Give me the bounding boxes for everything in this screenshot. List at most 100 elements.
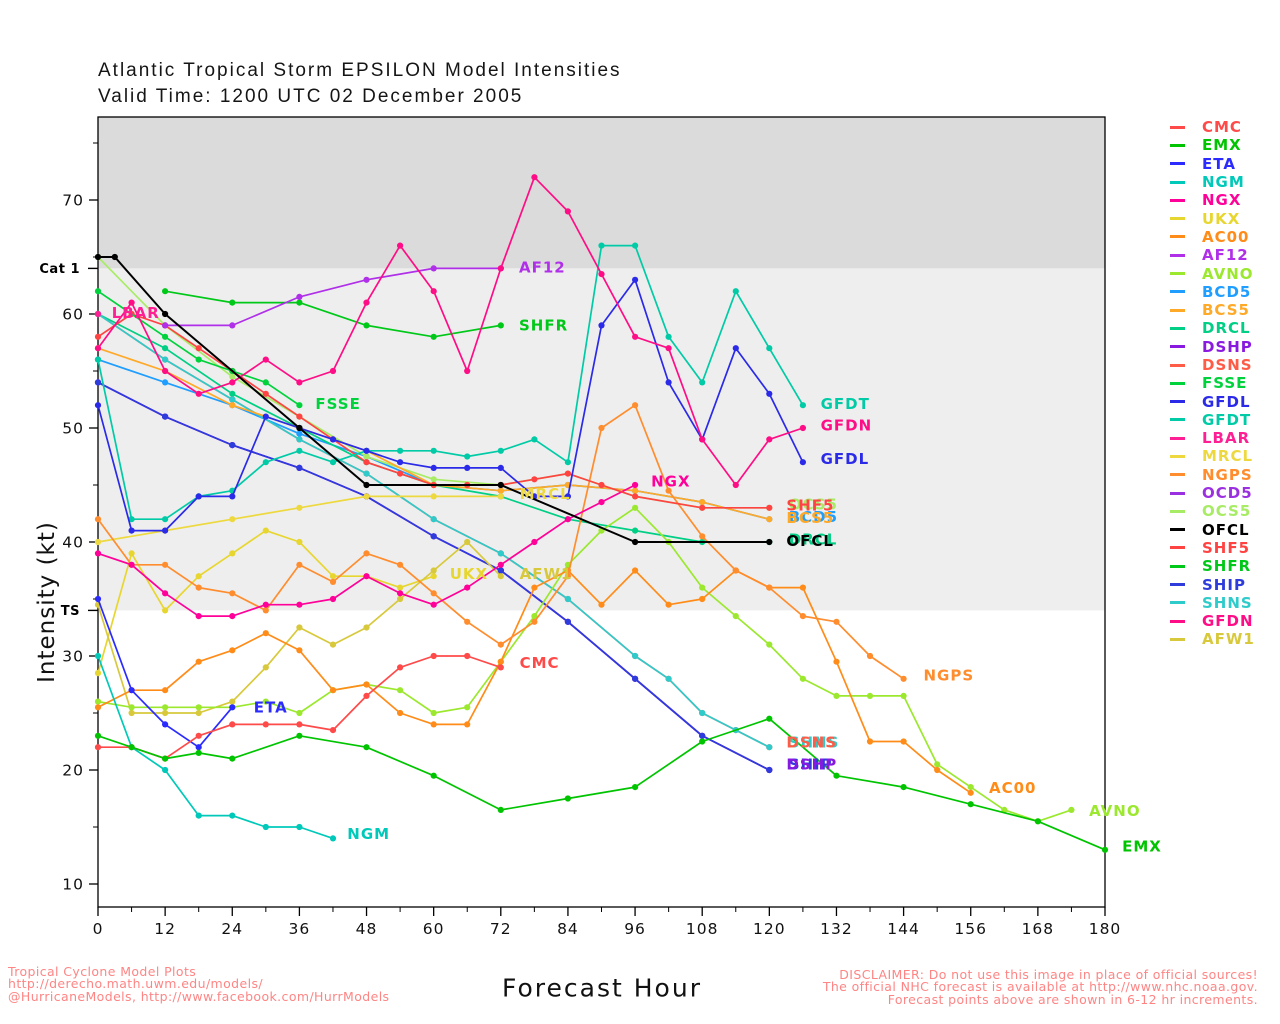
NGPS-point — [430, 590, 437, 597]
legend-label-DRCL: DRCL — [1202, 319, 1251, 338]
NGPS-point — [329, 578, 337, 586]
legend-label-NGM: NGM — [1202, 173, 1245, 192]
credit-line1: Tropical Cyclone Model Plots — [8, 964, 197, 979]
disclaimer-line1: DISCLAIMER: Do not use this image in pla… — [839, 967, 1258, 982]
NGX-point — [262, 601, 269, 608]
GFDN-line — [97, 176, 804, 486]
AVNO-point — [732, 613, 739, 620]
legend-dash-FSSE — [1170, 381, 1185, 385]
AC00-point — [397, 709, 404, 717]
SHNS-point — [363, 470, 370, 477]
EMX-point — [363, 744, 370, 751]
OFCL-label: OFCL — [786, 532, 834, 550]
legend-dash-BCD5 — [1170, 290, 1185, 294]
y-tick-label-10: 10 — [62, 876, 84, 894]
AFW1-point — [162, 709, 169, 717]
GFDL-point — [430, 464, 437, 471]
SHIP-point — [296, 464, 303, 471]
SHFR-point — [162, 288, 169, 295]
BCS5-point — [632, 487, 639, 494]
SHF5-point — [531, 476, 538, 483]
legend-label-MRCL: MRCL — [1202, 447, 1254, 466]
CMC-point — [262, 721, 269, 728]
OFCL-point — [363, 481, 370, 489]
CMC-point — [363, 692, 370, 700]
GFDN-point — [162, 367, 169, 375]
legend-item-FSSE: FSSE — [1170, 374, 1255, 392]
legend-item-SHF5: SHF5 — [1170, 539, 1255, 557]
ETA-point — [128, 687, 135, 694]
GFDN-point — [564, 208, 572, 215]
GFDL-point — [128, 527, 135, 534]
NGPS-point — [900, 675, 907, 682]
NGPS-point — [766, 584, 773, 591]
model-legend: CMC EMX ETA NGM NGX UKX AC00 AF12 AVNO BCD5 BCS5 DR… — [1170, 118, 1255, 649]
legend-label-GFDN: GFDN — [1202, 612, 1254, 631]
NGPS-point — [94, 516, 102, 523]
GFDT-point — [262, 459, 269, 466]
NGX-point — [632, 481, 639, 489]
y-axis-label: Intensity (kt) — [34, 521, 60, 683]
x-tick-label-36: 36 — [289, 920, 311, 938]
AFW1-point — [430, 567, 437, 574]
EMX-point — [296, 732, 303, 739]
OFCL-point — [296, 424, 303, 432]
NGX-point — [564, 516, 572, 523]
AVNO-point — [296, 709, 303, 717]
OFCL-point — [111, 253, 118, 261]
legend-dash-SHNS — [1170, 601, 1185, 605]
BCS5-point — [229, 402, 236, 409]
OFCL-point — [162, 310, 169, 318]
legend-label-AC00: AC00 — [1202, 227, 1250, 246]
NGX-point — [329, 595, 337, 603]
NGM-point — [162, 766, 169, 774]
AVNO-point — [632, 504, 639, 511]
legend-item-AFW1: AFW1 — [1170, 630, 1255, 648]
AFW1-point — [296, 624, 303, 631]
AF12-point — [296, 293, 303, 300]
AVNO-point — [934, 761, 941, 768]
NGM-point — [229, 812, 236, 819]
AF12-line — [165, 267, 501, 327]
AVNO-point — [833, 692, 840, 700]
legend-label-AFW1: AFW1 — [1202, 630, 1255, 649]
legend-label-ETA: ETA — [1202, 154, 1236, 173]
legend-dash-OFCL — [1170, 528, 1185, 532]
AFW1-point — [128, 709, 135, 717]
legend-item-DSNS: DSNS — [1170, 356, 1255, 374]
FSSE-point — [262, 379, 269, 386]
NGX-point — [598, 499, 605, 506]
legend-dash-DSNS — [1170, 363, 1185, 367]
legend-dash-OCS5 — [1170, 509, 1185, 513]
legend-item-CMC: CMC — [1170, 118, 1255, 136]
AVNO-point — [195, 704, 202, 711]
x-tick-label-0: 0 — [93, 920, 104, 938]
x-tick-label-24: 24 — [221, 920, 243, 938]
legend-item-NGM: NGM — [1170, 173, 1255, 191]
GFDT-point — [665, 333, 672, 340]
AVNO-label: AVNO — [1089, 802, 1141, 820]
NGX-label: NGX — [651, 473, 690, 491]
GFDN-point — [632, 333, 639, 340]
AC00-point — [900, 738, 907, 745]
NGX-point — [195, 613, 202, 620]
legend-label-SHIP: SHIP — [1202, 575, 1246, 594]
legend-label-GFDL: GFDL — [1202, 392, 1251, 411]
y-tick-label-50: 50 — [62, 420, 84, 438]
legend-label-NGPS: NGPS — [1202, 465, 1253, 484]
AVNO-point — [967, 784, 974, 791]
NGPS-point — [363, 550, 370, 557]
NGM-point — [195, 812, 202, 819]
GFDL-point — [363, 447, 370, 454]
x-tick-label-144: 144 — [887, 920, 920, 938]
AC00-point — [262, 630, 269, 637]
UKX-point — [94, 670, 102, 677]
CMC-point — [397, 664, 404, 671]
GFDN-point — [195, 390, 202, 397]
AFW1-point — [464, 538, 471, 546]
legend-label-GFDT: GFDT — [1202, 410, 1252, 429]
NGX-point — [464, 584, 471, 591]
legend-dash-DRCL — [1170, 326, 1185, 330]
AC00-point — [632, 567, 639, 574]
